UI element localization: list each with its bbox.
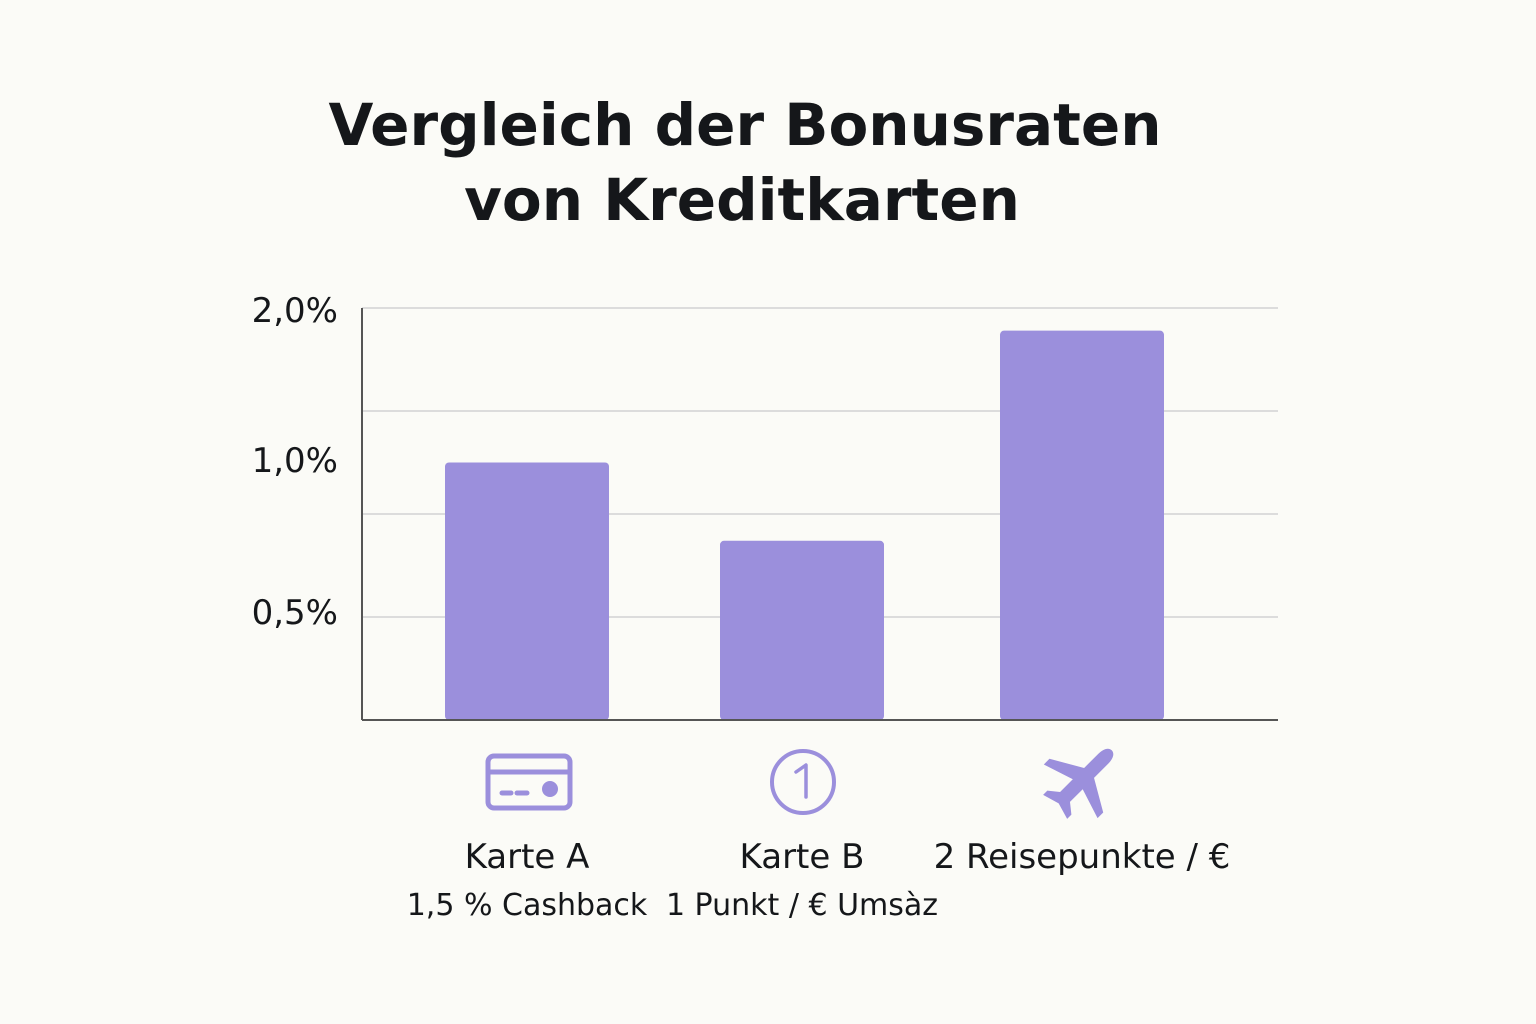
bar-1 — [445, 462, 609, 720]
category-label: 2 Reisepunkte / € — [934, 837, 1231, 877]
bar-3 — [1000, 330, 1164, 720]
chart-title-line-2: von Kreditkarten — [464, 166, 1020, 234]
category-icons — [485, 748, 1114, 819]
category-sublabel: 1 Punkt / € Umsàz — [666, 888, 938, 923]
y-tick-label: 1,0% — [252, 441, 338, 481]
category-labels: Karte A 1,5 % Cashback Karte B 1 Punkt / € … — [407, 837, 1231, 923]
category-sublabel: 1,5 % Cashback — [407, 888, 648, 923]
axes — [361, 308, 1278, 721]
airplane-icon — [1043, 748, 1114, 819]
y-tick-labels: 0,5% 1,0% 2,0% — [252, 291, 338, 633]
y-tick-label: 2,0% — [252, 291, 338, 331]
y-tick-label: 0,5% — [252, 593, 338, 633]
chart-title-line-1: Vergleich der Bonusraten — [328, 91, 1161, 159]
category-label: Karte A — [465, 837, 590, 877]
bars — [445, 330, 1164, 720]
bar-2 — [720, 540, 884, 720]
category-label: Karte B — [740, 837, 865, 877]
number-one-circle-icon — [770, 749, 836, 815]
credit-card-icon — [485, 753, 573, 811]
